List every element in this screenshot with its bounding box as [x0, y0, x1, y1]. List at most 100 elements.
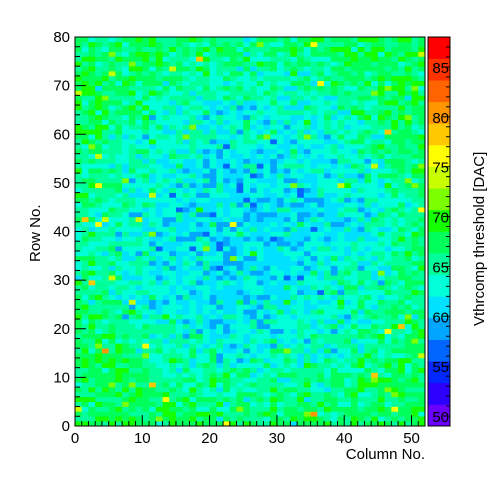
heatmap-cell	[270, 357, 278, 364]
heatmap-cell	[411, 275, 419, 281]
heatmap-cell	[182, 212, 190, 218]
heatmap-cell	[391, 255, 399, 261]
heatmap-cell	[317, 304, 325, 310]
heatmap-cell	[391, 265, 399, 271]
heatmap-cell	[404, 207, 412, 213]
heatmap-cell	[303, 153, 311, 159]
heatmap-cell	[101, 377, 109, 383]
heatmap-cell	[216, 119, 224, 125]
heatmap-cell	[411, 119, 419, 125]
heatmap-cell	[81, 134, 89, 140]
heatmap-cell	[263, 80, 271, 86]
heatmap-cell	[398, 168, 406, 174]
heatmap-cell	[216, 158, 224, 164]
heatmap-cell	[202, 396, 210, 402]
heatmap-cell	[223, 236, 231, 242]
heatmap-cell	[223, 396, 231, 402]
heatmap-cell	[371, 343, 379, 349]
heatmap-cell	[310, 153, 318, 159]
heatmap-cell	[229, 367, 237, 373]
heatmap-cell	[236, 197, 244, 203]
heatmap-cell	[276, 129, 284, 135]
heatmap-cell	[384, 207, 392, 213]
heatmap-cell	[155, 401, 163, 407]
heatmap-cell	[142, 328, 150, 334]
heatmap-cell	[263, 323, 271, 330]
heatmap-cell	[223, 192, 231, 198]
heatmap-cell	[324, 226, 332, 232]
heatmap-cell	[377, 377, 385, 383]
heatmap-cell	[122, 134, 130, 140]
heatmap-cell	[310, 260, 318, 266]
heatmap-cell	[236, 284, 244, 291]
heatmap-cell	[223, 41, 231, 48]
heatmap-cell	[391, 71, 399, 77]
heatmap-cell	[101, 119, 109, 125]
heatmap-cell	[270, 158, 278, 164]
heatmap-cell	[101, 105, 109, 111]
heatmap-cell	[256, 323, 264, 330]
heatmap-cell	[223, 207, 231, 213]
heatmap-cell	[142, 71, 150, 77]
heatmap-cell	[317, 246, 325, 252]
heatmap-cell	[175, 75, 183, 82]
heatmap-cell	[276, 319, 284, 325]
heatmap-cell	[149, 382, 157, 388]
heatmap-cell	[189, 280, 197, 286]
heatmap-cell	[196, 105, 204, 111]
heatmap-cell	[364, 275, 372, 281]
heatmap-cell	[310, 66, 318, 72]
heatmap-cell	[310, 90, 318, 96]
heatmap-cell	[250, 406, 258, 412]
heatmap-cell	[142, 139, 150, 145]
heatmap-cell	[236, 319, 244, 325]
heatmap-cell	[202, 270, 210, 276]
heatmap-cell	[256, 41, 264, 48]
heatmap-cell	[290, 51, 298, 57]
heatmap-cell	[250, 328, 258, 334]
heatmap-cell	[384, 319, 392, 325]
heatmap-cell	[149, 109, 157, 116]
heatmap-cell	[162, 411, 170, 417]
x-axis-ticks: 0 10 20 30 40 50	[71, 415, 426, 447]
heatmap-cell	[317, 294, 325, 300]
heatmap-cell	[75, 182, 83, 189]
heatmap-cell	[357, 299, 365, 305]
heatmap-cell	[290, 314, 298, 320]
heatmap-cell	[303, 134, 311, 140]
heatmap-cell	[411, 406, 419, 412]
heatmap-cell	[418, 382, 426, 388]
heatmap-cell	[101, 56, 109, 62]
heatmap-cell	[404, 270, 412, 276]
heatmap-cell	[384, 153, 392, 159]
heatmap-cell	[250, 153, 258, 159]
heatmap-cell	[162, 280, 170, 286]
heatmap-cell	[95, 333, 103, 339]
heatmap-cell	[411, 105, 419, 111]
heatmap-cell	[324, 377, 332, 383]
heatmap-cell	[216, 421, 224, 427]
heatmap-cell	[216, 387, 224, 393]
heatmap-cell	[149, 309, 157, 315]
heatmap-cell	[404, 212, 412, 218]
heatmap-cell	[263, 284, 271, 291]
heatmap-cell	[75, 192, 83, 198]
heatmap-cell	[357, 153, 365, 159]
heatmap-cell	[209, 41, 217, 48]
heatmap-cell	[155, 95, 163, 101]
heatmap-cell	[101, 416, 109, 422]
heatmap-cell	[108, 202, 116, 208]
heatmap-cell	[276, 56, 284, 62]
heatmap-cell	[108, 71, 116, 77]
heatmap-cell	[81, 367, 89, 373]
color-scale-band	[428, 253, 450, 276]
heatmap-cell	[384, 265, 392, 271]
heatmap-cell	[324, 95, 332, 101]
heatmap-cell	[223, 129, 231, 135]
heatmap-cell	[122, 236, 130, 242]
heatmap-cell	[155, 231, 163, 237]
heatmap-cell	[404, 357, 412, 364]
heatmap-cell	[182, 241, 190, 247]
heatmap-cell	[229, 37, 237, 43]
heatmap-cell	[371, 124, 379, 130]
